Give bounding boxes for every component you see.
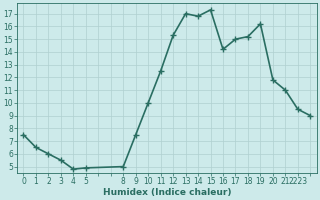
X-axis label: Humidex (Indice chaleur): Humidex (Indice chaleur)	[103, 188, 231, 197]
